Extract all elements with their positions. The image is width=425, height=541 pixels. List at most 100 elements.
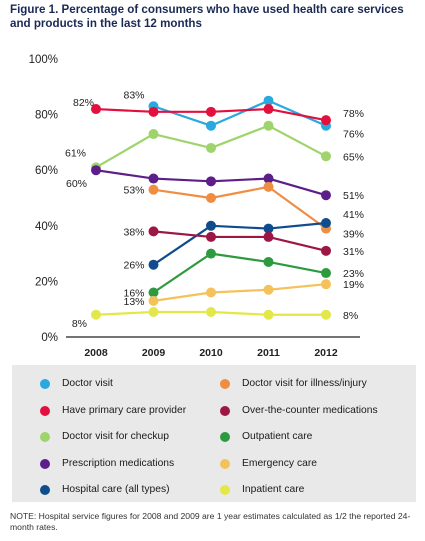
data-label: 39% bbox=[343, 229, 364, 241]
data-point-inpatient-care bbox=[206, 306, 216, 317]
legend-label: Outpatient care bbox=[242, 431, 313, 442]
data-point-doctor-visit-for-checkup bbox=[148, 129, 159, 140]
data-point-prescription-medications bbox=[148, 173, 159, 184]
data-label: 65% bbox=[343, 151, 364, 163]
legend-swatch bbox=[220, 432, 230, 442]
data-label: 16% bbox=[123, 288, 144, 300]
data-point-doctor-visit-for-illness-injury bbox=[263, 181, 274, 192]
data-point-hospital-care-all-types bbox=[263, 223, 274, 234]
data-label: 83% bbox=[123, 89, 144, 101]
data-point-inpatient-care bbox=[148, 306, 159, 317]
data-point-doctor-visit bbox=[263, 95, 274, 106]
legend-label: Emergency care bbox=[242, 457, 317, 469]
data-label: 60% bbox=[66, 178, 87, 190]
data-point-over-the-counter-medications bbox=[321, 245, 331, 256]
data-point-doctor-visit-for-checkup bbox=[206, 142, 216, 153]
x-tick-label: 2009 bbox=[142, 347, 166, 359]
data-point-over-the-counter-medications bbox=[206, 231, 216, 242]
legend-swatch bbox=[220, 379, 230, 389]
chart-points bbox=[91, 95, 331, 320]
x-tick-label: 2011 bbox=[257, 347, 280, 359]
data-point-outpatient-care bbox=[263, 256, 274, 267]
data-label: 78% bbox=[343, 108, 364, 120]
chart-data-labels: 82% 83% 61% 60% 53% 38% 26% 16%13% 8% 78% 76% 65% 51… bbox=[65, 89, 364, 330]
footnote: NOTE: Hospital service figures for 2008 … bbox=[10, 511, 411, 532]
data-point-outpatient-care bbox=[148, 287, 159, 298]
data-label: 61% bbox=[65, 147, 86, 159]
legend-swatch bbox=[40, 458, 50, 469]
legend-swatch bbox=[220, 485, 230, 495]
data-point-prescription-medications bbox=[321, 190, 331, 201]
series-line-hospital-care-all-types bbox=[152, 221, 327, 266]
data-label: 76% bbox=[343, 129, 364, 141]
data-label: 19% bbox=[343, 279, 364, 291]
legend-label: Doctor visit for illness/injury bbox=[242, 378, 367, 389]
data-point-over-the-counter-medications bbox=[148, 226, 159, 237]
data-point-hospital-care-all-types bbox=[321, 218, 331, 229]
data-point-hospital-care-all-types bbox=[148, 259, 159, 270]
legend-label: Doctor visit for checkup bbox=[62, 431, 170, 442]
data-label: 8% bbox=[72, 318, 87, 330]
y-tick-label: 60% bbox=[35, 165, 58, 177]
legend-swatch bbox=[40, 485, 50, 495]
data-point-have-primary-care-provider bbox=[148, 106, 159, 117]
series-line-outpatient-care bbox=[152, 252, 327, 294]
legend-swatch bbox=[220, 405, 230, 416]
data-point-doctor-visit-for-illness-injury bbox=[148, 184, 159, 195]
data-label: 23% bbox=[343, 268, 364, 280]
data-point-have-primary-care-provider bbox=[91, 104, 101, 115]
series-line-over-the-counter-medications bbox=[153, 230, 327, 252]
legend-swatch bbox=[40, 405, 50, 416]
data-point-have-primary-care-provider bbox=[263, 104, 274, 115]
data-point-doctor-visit-for-checkup bbox=[321, 151, 331, 162]
chart-legend: Doctor visit Doctor visit for illness/inj… bbox=[12, 365, 416, 502]
y-tick-label: 80% bbox=[35, 110, 58, 122]
data-point-emergency-care bbox=[206, 287, 216, 298]
data-label: 13% bbox=[123, 296, 144, 308]
data-point-outpatient-care bbox=[321, 268, 331, 279]
y-tick-label: 20% bbox=[35, 276, 58, 288]
data-point-inpatient-care bbox=[321, 309, 331, 320]
data-label: 38% bbox=[123, 226, 144, 238]
data-point-hospital-care-all-types bbox=[206, 220, 216, 231]
chart-title: Figure 1. Percentage of consumers who ha… bbox=[10, 3, 404, 30]
legend-swatch bbox=[220, 458, 230, 469]
series-line-doctor-visit-for-illness-injury bbox=[153, 185, 327, 230]
data-point-prescription-medications bbox=[263, 173, 274, 184]
data-point-inpatient-care bbox=[91, 309, 101, 320]
data-label: 53% bbox=[123, 185, 144, 197]
y-tick-label: 0% bbox=[41, 332, 58, 344]
data-point-emergency-care bbox=[321, 279, 331, 290]
legend-label: Inpatient care bbox=[242, 484, 305, 495]
data-point-doctor-visit-for-illness-injury bbox=[206, 193, 216, 203]
data-point-have-primary-care-provider bbox=[206, 106, 216, 117]
legend-label: Doctor visit bbox=[62, 378, 113, 389]
y-tick-label: 40% bbox=[35, 221, 58, 233]
data-label: 82% bbox=[73, 97, 94, 109]
data-label: 31% bbox=[343, 246, 364, 258]
data-point-prescription-medications bbox=[206, 176, 216, 187]
data-point-have-primary-care-provider bbox=[321, 115, 331, 126]
line-chart: 0% 20% 40% 60% 80% 100% 2008 2009 2010 2011 2012 8… bbox=[29, 54, 364, 359]
x-tick-label: 2008 bbox=[84, 347, 108, 359]
data-point-doctor-visit bbox=[206, 120, 216, 131]
y-tick-label: 100% bbox=[29, 54, 58, 66]
data-point-emergency-care bbox=[148, 295, 159, 306]
legend-label: Over-the-counter medications bbox=[242, 404, 378, 416]
legend-label: Have primary care provider bbox=[62, 404, 187, 416]
data-label: 41% bbox=[343, 209, 364, 221]
data-point-over-the-counter-medications bbox=[263, 231, 274, 242]
series-line-emergency-care bbox=[153, 283, 327, 302]
legend-swatch bbox=[40, 432, 50, 442]
data-label: 8% bbox=[343, 310, 358, 322]
series-line-doctor-visit bbox=[153, 99, 327, 127]
data-point-doctor-visit-for-checkup bbox=[263, 120, 274, 131]
data-label: 26% bbox=[123, 260, 144, 272]
legend-label: Hospital care (all types) bbox=[62, 484, 170, 495]
x-tick-label: 2012 bbox=[314, 347, 338, 359]
legend-swatch bbox=[40, 379, 50, 389]
chart-axes: 0% 20% 40% 60% 80% 100% 2008 2009 2010 2011 2012 bbox=[29, 54, 360, 359]
data-point-emergency-care bbox=[263, 284, 274, 295]
legend-label: Prescription medications bbox=[62, 457, 175, 469]
data-point-outpatient-care bbox=[206, 248, 216, 259]
